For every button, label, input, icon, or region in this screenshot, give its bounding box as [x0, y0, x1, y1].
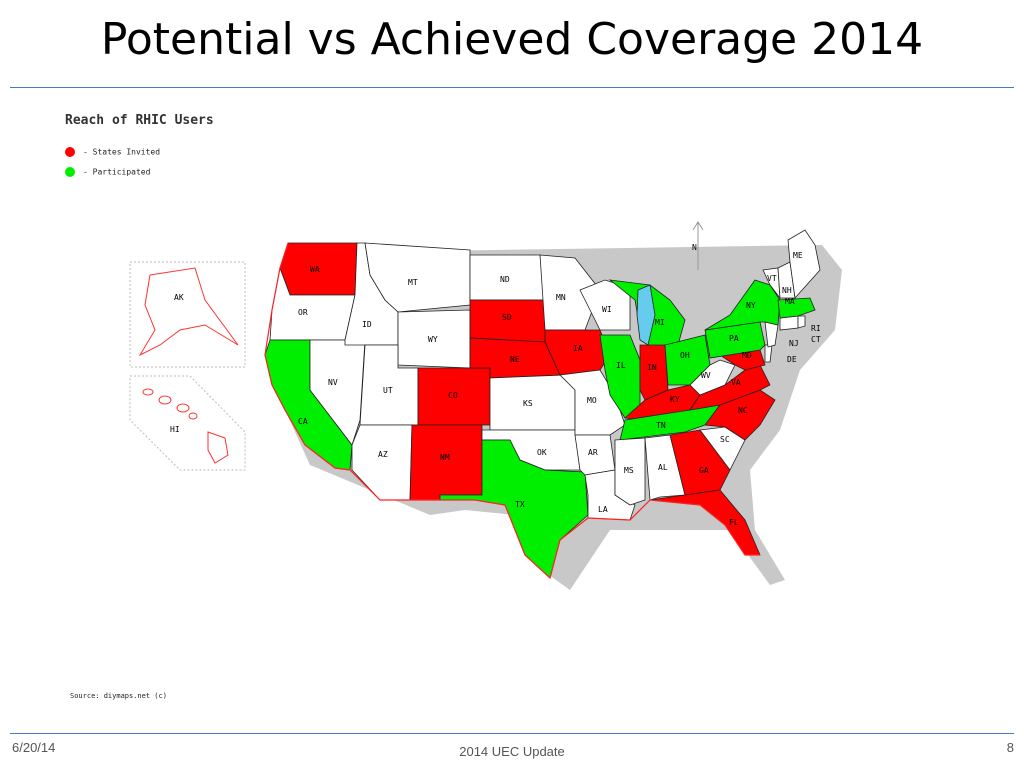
state-AK: [138, 267, 239, 357]
state-label-wy: WY: [428, 335, 438, 344]
state-AL: [644, 434, 686, 501]
state-label-fl: FL: [729, 518, 739, 527]
state-label-nh: NH: [782, 286, 792, 295]
footer-page: 8: [1006, 740, 1014, 755]
state-label-ut: UT: [383, 386, 393, 395]
state-label-al: AL: [658, 463, 668, 472]
coastline: [264, 242, 760, 580]
state-label-ok: OK: [537, 448, 547, 457]
state-label-ca: CA: [298, 417, 308, 426]
state-label-md: MD: [742, 351, 752, 360]
legend-invited-label: - States Invited: [83, 147, 161, 157]
state-label-ks: KS: [523, 399, 533, 408]
state-MA: [777, 297, 816, 319]
state-label-mt: MT: [408, 278, 418, 287]
slide-title: Potential vs Achieved Coverage 2014: [100, 14, 924, 65]
state-label-tx: TX: [515, 500, 525, 509]
state-label-wa: WA: [310, 265, 320, 274]
lake-michigan: [636, 284, 656, 346]
state-label-ri: RI: [811, 324, 821, 333]
footer-center: 2014 UEC Update: [459, 744, 565, 759]
state-ME: [787, 229, 821, 299]
state-label-mn: MN: [556, 293, 566, 302]
legend-participated: - Participated: [65, 167, 150, 177]
state-label-vt: VT: [767, 274, 777, 283]
state-labels: WA OR CA NV ID MT WY UT AZ CO NM ND SD NE KS OK TX MN IA MO…: [170, 251, 821, 527]
state-label-de: DE: [787, 355, 797, 364]
state-label-tn: TN: [656, 421, 666, 430]
state-AZ: [351, 424, 413, 501]
state-label-nm: NM: [440, 453, 450, 462]
state-label-sd: SD: [502, 313, 512, 322]
state-HI: [142, 388, 229, 464]
state-RI: [797, 315, 806, 329]
state-label-ar: AR: [588, 448, 598, 457]
green-dot-icon: [65, 167, 75, 177]
state-label-oh: OH: [680, 351, 690, 360]
map-source: Source: diymaps.net (c): [70, 692, 167, 700]
top-divider: [10, 87, 1014, 88]
state-NM: [409, 424, 483, 501]
red-dot-icon: [65, 147, 75, 157]
state-label-il: IL: [616, 361, 626, 370]
state-MS: [614, 437, 646, 506]
state-label-me: ME: [793, 251, 803, 260]
state-label-nd: ND: [500, 275, 510, 284]
state-label-va: VA: [731, 378, 741, 387]
state-label-az: AZ: [378, 450, 388, 459]
state-label-mo: MO: [587, 396, 597, 405]
state-label-pa: PA: [729, 334, 739, 343]
legend-invited: - States Invited: [65, 147, 160, 157]
bottom-divider: [10, 733, 1014, 734]
state-label-co: CO: [448, 391, 458, 400]
state-label-hi: HI: [170, 425, 180, 434]
state-label-ia: IA: [573, 344, 583, 353]
state-GA: [669, 429, 731, 496]
compass-icon: N: [692, 221, 704, 270]
state-label-sc: SC: [720, 435, 730, 444]
state-label-mi: MI: [655, 318, 665, 327]
state-label-ga: GA: [699, 466, 709, 475]
state-label-ny: NY: [746, 301, 756, 310]
state-label-in: IN: [647, 363, 657, 372]
state-label-ne: NE: [510, 355, 520, 364]
legend-participated-label: - Participated: [83, 167, 151, 177]
state-label-ms: MS: [624, 466, 634, 475]
map-heading: Reach of RHIC Users: [65, 113, 214, 128]
state-label-ct: CT: [811, 335, 821, 344]
state-label-ak: AK: [174, 293, 184, 302]
footer-date: 6/20/14: [12, 740, 56, 755]
state-label-wi: WI: [602, 305, 612, 314]
state-label-id: ID: [362, 320, 372, 329]
state-label-wv: WV: [701, 371, 711, 380]
state-label-ky: KY: [670, 395, 680, 404]
state-label-nj: NJ: [789, 339, 799, 348]
state-label-nv: NV: [328, 378, 338, 387]
state-WI: [579, 279, 631, 331]
state-label-nc: NC: [738, 406, 748, 415]
compass-label: N: [692, 243, 697, 252]
state-label-ma: MA: [785, 297, 795, 306]
state-label-la: LA: [598, 505, 608, 514]
state-label-or: OR: [298, 308, 308, 317]
